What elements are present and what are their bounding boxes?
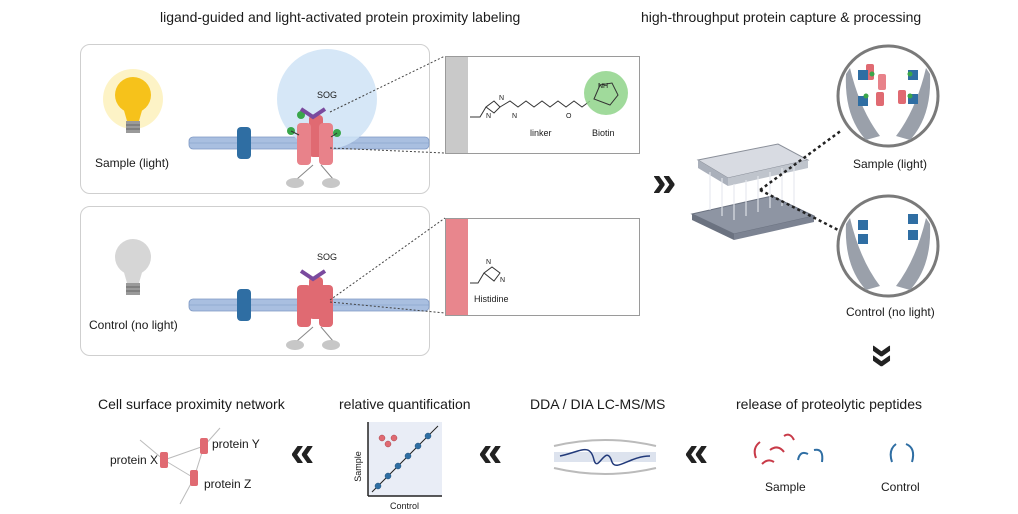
biotin-structure bbox=[470, 71, 628, 118]
peptides-control-label: Control bbox=[881, 480, 920, 494]
sog-label-control: SOG bbox=[317, 252, 338, 262]
capture-sample-label: Sample (light) bbox=[853, 157, 928, 171]
control-panel: Control (no light) SOG bbox=[80, 206, 430, 356]
ms-title: DDA / DIA LC-MS/MS bbox=[530, 396, 666, 412]
blue-receptor-control bbox=[237, 289, 251, 321]
gray-bar bbox=[446, 57, 468, 153]
mass-spec-icon bbox=[553, 439, 657, 475]
his-atom-n2: N bbox=[500, 277, 506, 284]
network-diagram bbox=[139, 427, 221, 505]
target-protein-sample bbox=[286, 111, 341, 188]
atom-o: O bbox=[566, 113, 572, 120]
network-title: Cell surface proximity network bbox=[98, 396, 285, 412]
double-left-arrow-3: « bbox=[684, 427, 709, 476]
sample-light-label: Sample (light) bbox=[95, 156, 170, 170]
control-label: Control (no light) bbox=[89, 318, 178, 332]
double-right-arrow: » bbox=[652, 157, 677, 206]
biotin-label: Biotin bbox=[592, 128, 615, 138]
protein-x-label: protein X bbox=[110, 453, 159, 467]
blue-receptor bbox=[237, 127, 251, 159]
release-title: release of proteolytic peptides bbox=[736, 396, 922, 412]
double-down-arrow: » bbox=[860, 343, 910, 369]
atom-n3: N bbox=[512, 113, 518, 120]
capture-title: high-throughput protein capture & proces… bbox=[641, 9, 922, 25]
chem-box-sample: N N N NH O linker Biotin bbox=[445, 56, 640, 154]
target-protein-control bbox=[286, 277, 340, 350]
peptides-control-icon bbox=[889, 443, 915, 463]
sog-label-sample: SOG bbox=[317, 90, 338, 100]
atom-n2: N bbox=[499, 95, 505, 102]
quant-title: relative quantification bbox=[339, 396, 471, 412]
capture-sample-circle bbox=[836, 44, 940, 148]
red-bar bbox=[446, 219, 468, 315]
lightbulb-off-icon bbox=[115, 239, 151, 295]
protein-z-label: protein Z bbox=[204, 477, 252, 491]
sog-ligand-sample bbox=[299, 107, 327, 120]
protein-y-label: protein Y bbox=[212, 437, 260, 451]
double-left-arrow-1: « bbox=[290, 427, 315, 476]
linker-label: linker bbox=[530, 128, 552, 138]
capture-control-circle bbox=[836, 194, 940, 298]
his-atom-n1: N bbox=[486, 259, 492, 266]
scatter-xlabel: Control bbox=[390, 501, 420, 511]
capture-control-label: Control (no light) bbox=[846, 305, 935, 319]
scatter-plot bbox=[367, 422, 442, 497]
atom-n1: N bbox=[486, 113, 492, 120]
histidine-label: Histidine bbox=[474, 294, 509, 304]
peptides-sample-icon bbox=[753, 433, 824, 465]
sog-ligand-control bbox=[299, 269, 327, 282]
histidine-structure bbox=[470, 266, 501, 284]
scatter-ylabel: Sample bbox=[352, 451, 363, 482]
chem-box-control: N N Histidine bbox=[445, 218, 640, 316]
atom-nh: NH bbox=[598, 83, 609, 90]
peptides-sample-label: Sample bbox=[765, 480, 806, 494]
plate-icon bbox=[690, 143, 816, 240]
double-left-arrow-2: « bbox=[478, 427, 503, 476]
sample-light-panel: Sample (light) SOG bbox=[80, 44, 430, 194]
labeling-title: ligand-guided and light-activated protei… bbox=[160, 9, 521, 25]
lightbulb-on-icon bbox=[103, 69, 163, 133]
